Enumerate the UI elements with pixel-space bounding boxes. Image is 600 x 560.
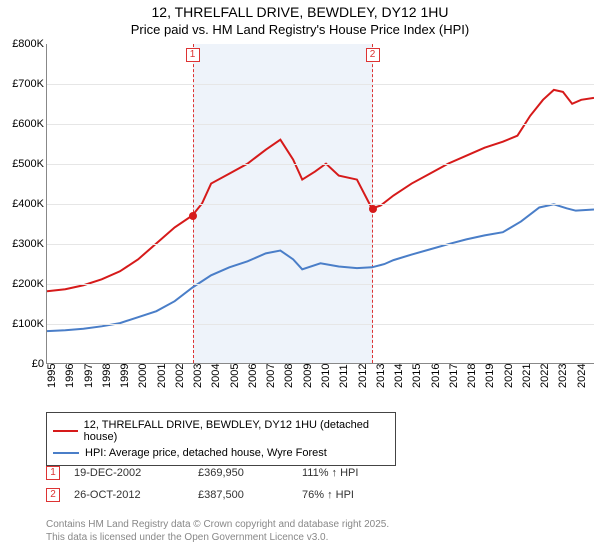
x-tick-label: 2020 <box>503 364 515 388</box>
sale-pct: 76% ↑ HPI <box>302 489 422 501</box>
x-tick-label: 2010 <box>320 364 332 388</box>
plot-area: 12 <box>46 44 594 364</box>
x-tick-label: 1997 <box>83 364 95 388</box>
x-tick-label: 2024 <box>576 364 588 388</box>
x-axis: 1995 1996 1997 1998 1999 2000 2001 2002 2003 2004… <box>46 364 594 404</box>
sale-index-box: 2 <box>46 488 60 502</box>
chart-title: 12, THRELFALL DRIVE, BEWDLEY, DY12 1HU P… <box>0 0 600 38</box>
sale-date: 19-DEC-2002 <box>74 467 184 479</box>
gridline <box>47 204 594 205</box>
x-tick-label: 2016 <box>430 364 442 388</box>
sale-index-box: 1 <box>46 466 60 480</box>
x-tick-label: 2003 <box>192 364 204 388</box>
title-line1: 12, THRELFALL DRIVE, BEWDLEY, DY12 1HU <box>0 4 600 22</box>
legend-item: HPI: Average price, detached house, Wyre… <box>53 445 389 461</box>
gridline <box>47 244 594 245</box>
gridline <box>47 84 594 85</box>
x-tick-label: 2018 <box>466 364 478 388</box>
y-tick-label: £600K <box>12 118 44 130</box>
series-line <box>47 204 594 331</box>
x-tick-label: 2006 <box>247 364 259 388</box>
x-tick-label: 2017 <box>448 364 460 388</box>
gridline <box>47 124 594 125</box>
sale-marker-label: 2 <box>366 48 380 62</box>
x-tick-label: 2011 <box>338 364 350 388</box>
series-line <box>47 90 594 291</box>
y-tick-label: £300K <box>12 238 44 250</box>
y-tick-label: £200K <box>12 278 44 290</box>
x-tick-label: 2015 <box>411 364 423 388</box>
gridline <box>47 284 594 285</box>
sale-marker-dot <box>369 205 377 213</box>
sale-price: £369,950 <box>198 467 288 479</box>
y-tick-label: £0 <box>32 358 44 370</box>
footer-attribution: Contains HM Land Registry data © Crown c… <box>46 518 389 544</box>
sale-pct: 111% ↑ HPI <box>302 467 422 479</box>
x-tick-label: 2021 <box>521 364 533 388</box>
sales-table: 1 19-DEC-2002 £369,950 111% ↑ HPI 2 26-OCT-20… <box>46 462 566 506</box>
x-tick-label: 2008 <box>283 364 295 388</box>
y-tick-label: £500K <box>12 158 44 170</box>
x-tick-label: 2007 <box>265 364 277 388</box>
gridline <box>47 324 594 325</box>
footer-line1: Contains HM Land Registry data © Crown c… <box>46 518 389 531</box>
x-tick-label: 2001 <box>156 364 168 388</box>
legend-label: 12, THRELFALL DRIVE, BEWDLEY, DY12 1HU (… <box>84 419 389 443</box>
sale-row: 2 26-OCT-2012 £387,500 76% ↑ HPI <box>46 484 566 506</box>
gridline <box>47 164 594 165</box>
x-tick-label: 2022 <box>539 364 551 388</box>
x-tick-label: 2013 <box>375 364 387 388</box>
x-tick-label: 2012 <box>357 364 369 388</box>
sale-row: 1 19-DEC-2002 £369,950 111% ↑ HPI <box>46 462 566 484</box>
x-tick-label: 2005 <box>229 364 241 388</box>
y-tick-label: £400K <box>12 198 44 210</box>
x-tick-label: 2002 <box>174 364 186 388</box>
legend-label: HPI: Average price, detached house, Wyre… <box>85 447 327 459</box>
sale-price: £387,500 <box>198 489 288 501</box>
footer-line2: This data is licensed under the Open Gov… <box>46 531 389 544</box>
chart-area: £0£100K£200K£300K£400K£500K£600K£700K£80… <box>0 44 600 404</box>
legend-swatch <box>53 430 78 432</box>
x-tick-label: 2023 <box>557 364 569 388</box>
y-tick-label: £100K <box>12 318 44 330</box>
x-tick-label: 2019 <box>484 364 496 388</box>
sale-marker-label: 1 <box>186 48 200 62</box>
x-tick-label: 2009 <box>302 364 314 388</box>
sale-date: 26-OCT-2012 <box>74 489 184 501</box>
legend-item: 12, THRELFALL DRIVE, BEWDLEY, DY12 1HU (… <box>53 417 389 445</box>
y-tick-label: £700K <box>12 78 44 90</box>
x-tick-label: 1998 <box>101 364 113 388</box>
y-tick-label: £800K <box>12 38 44 50</box>
sale-marker-dot <box>189 212 197 220</box>
y-axis: £0£100K£200K£300K£400K£500K£600K£700K£80… <box>0 44 46 364</box>
legend-box: 12, THRELFALL DRIVE, BEWDLEY, DY12 1HU (… <box>46 412 396 466</box>
legend-swatch <box>53 452 79 454</box>
title-line2: Price paid vs. HM Land Registry's House … <box>0 22 600 38</box>
x-tick-label: 2014 <box>393 364 405 388</box>
x-tick-label: 1999 <box>119 364 131 388</box>
x-tick-label: 2004 <box>210 364 222 388</box>
x-tick-label: 1996 <box>64 364 76 388</box>
x-tick-label: 1995 <box>46 364 58 388</box>
x-tick-label: 2000 <box>137 364 149 388</box>
